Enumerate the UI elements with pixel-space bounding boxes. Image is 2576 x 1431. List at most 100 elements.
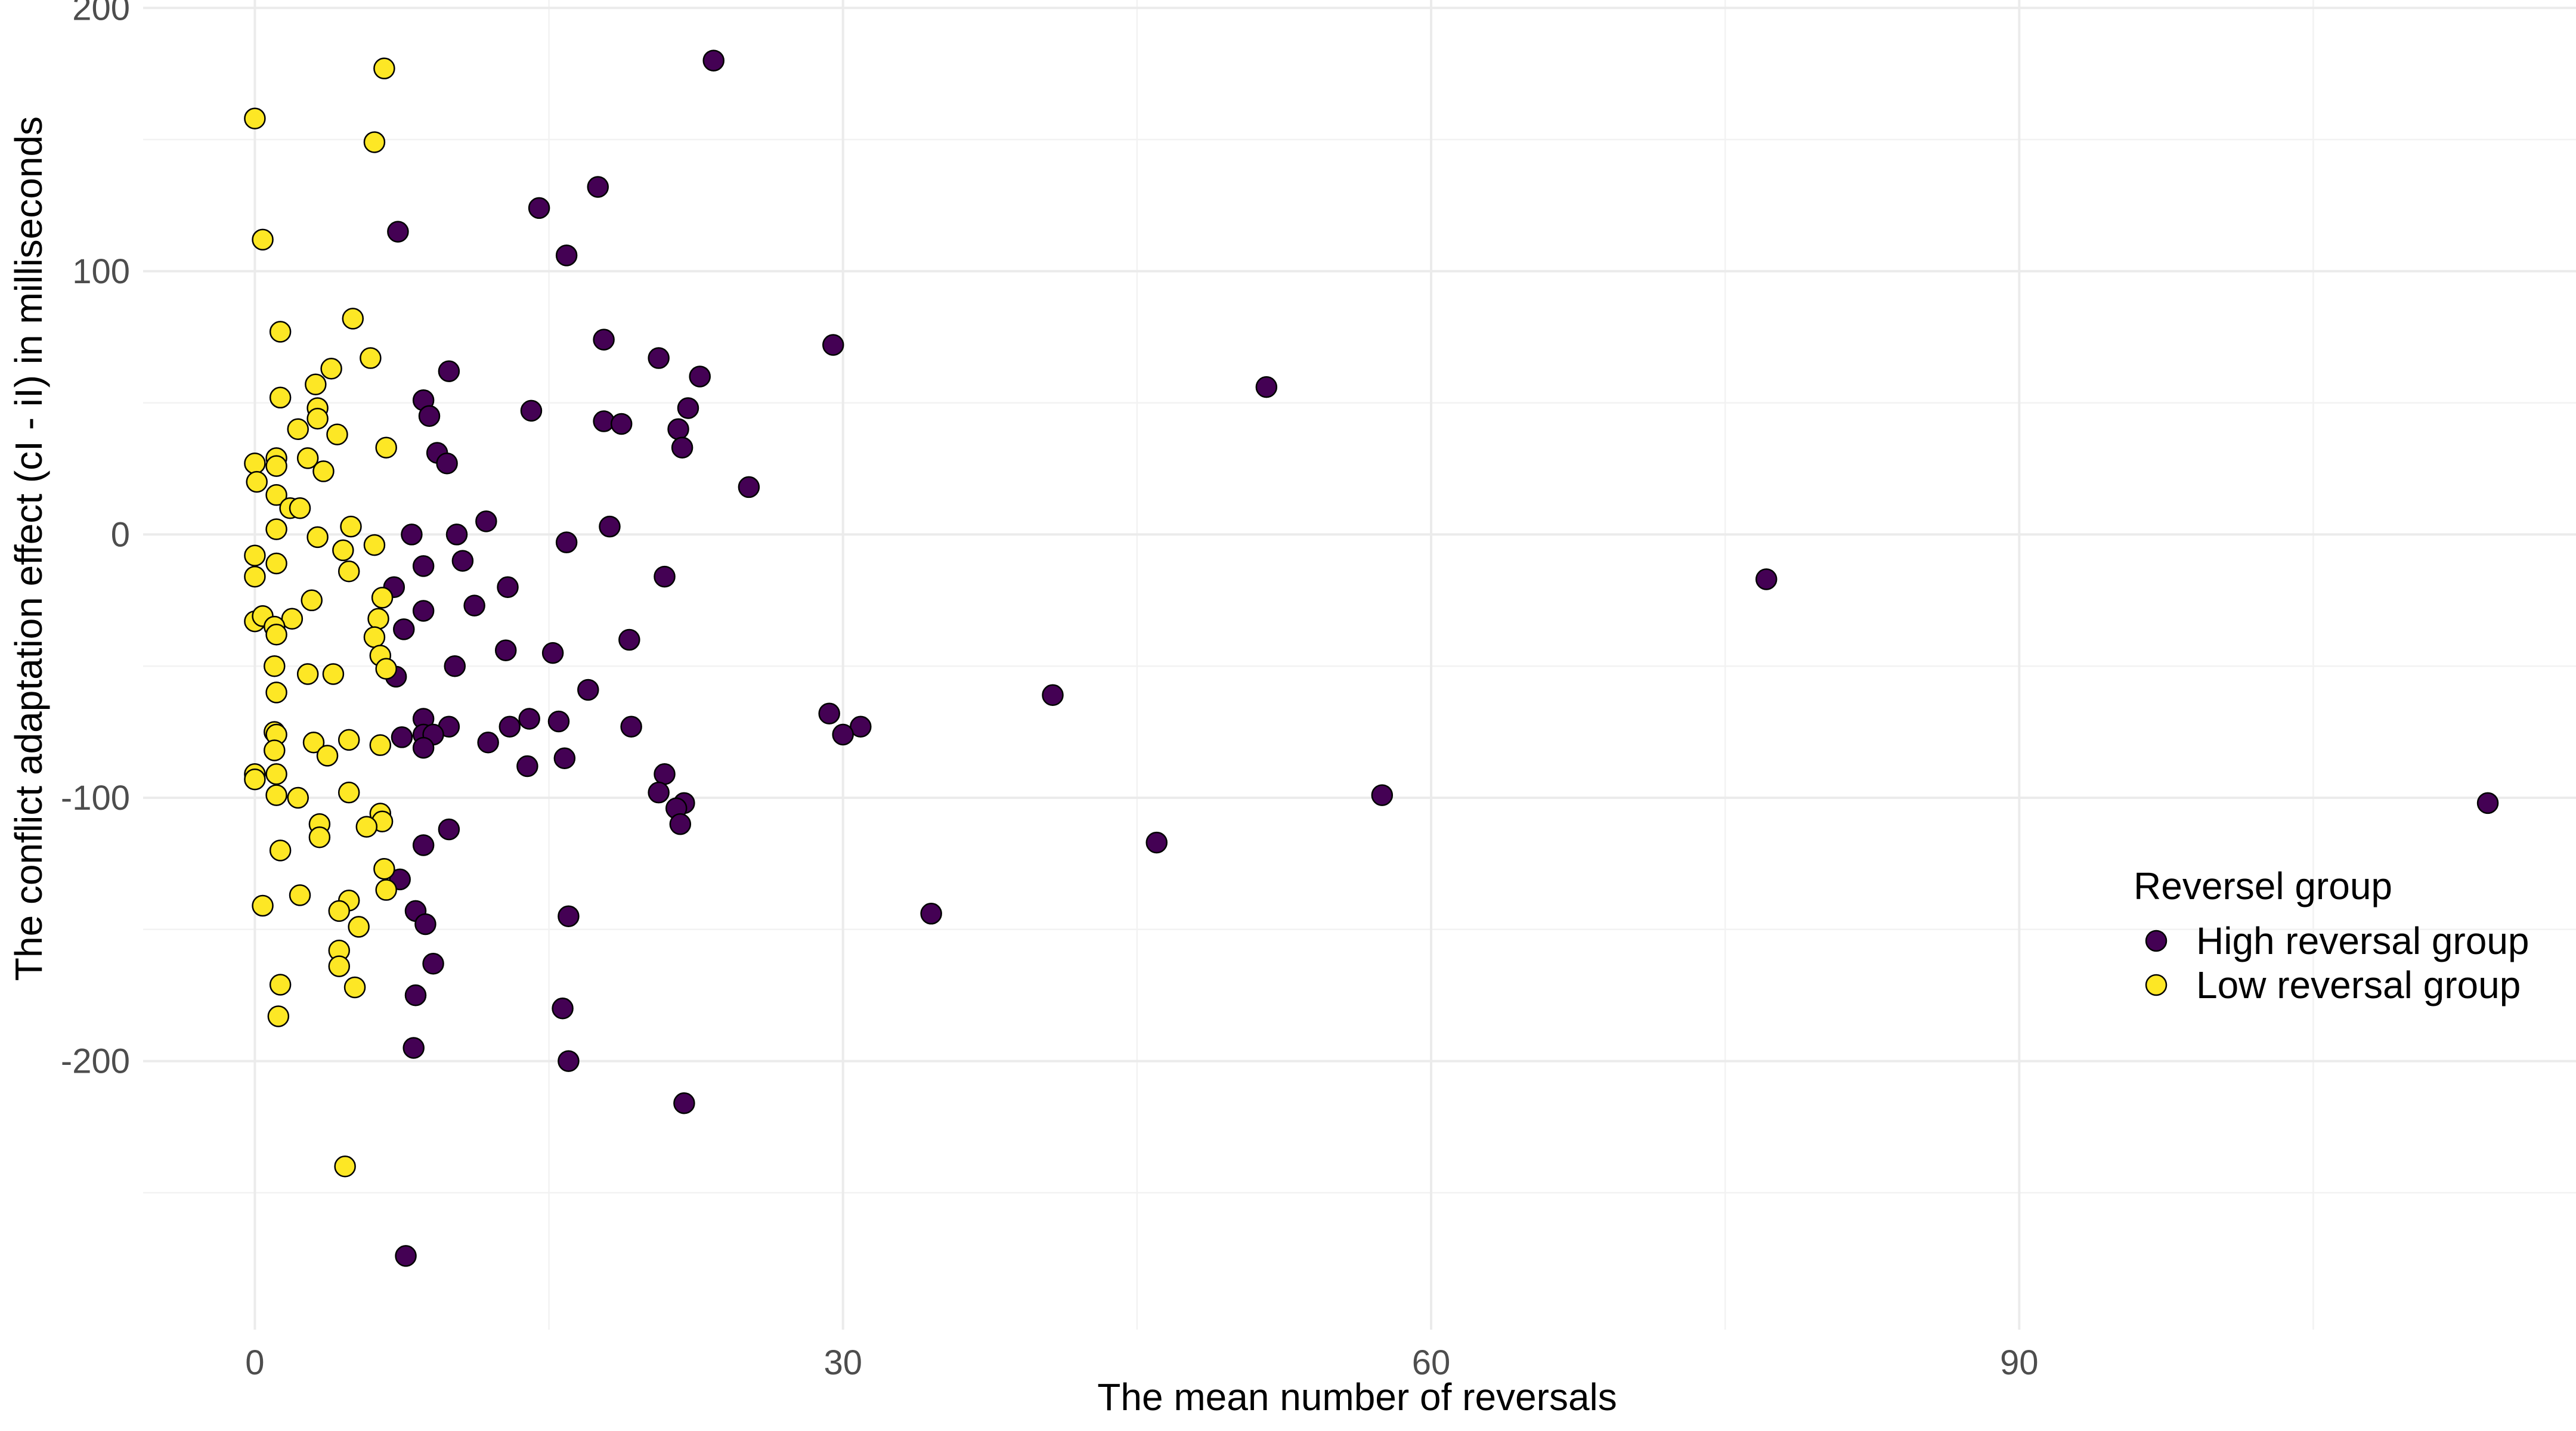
- data-point: [671, 436, 693, 459]
- legend-label-low-reversal: Low reversal group: [2196, 964, 2521, 1006]
- data-point: [334, 1155, 356, 1178]
- data-point: [673, 1092, 695, 1114]
- data-point: [302, 732, 325, 754]
- series-low-reversal: [244, 57, 397, 1178]
- data-point: [316, 745, 339, 767]
- data-point: [412, 834, 435, 856]
- data-point: [387, 221, 409, 243]
- data-point: [244, 107, 266, 129]
- data-point: [516, 755, 538, 778]
- data-point: [1371, 784, 1394, 806]
- data-point: [832, 723, 854, 746]
- data-point: [438, 360, 460, 382]
- data-point: [610, 413, 633, 435]
- data-point: [305, 373, 327, 395]
- data-point: [306, 526, 329, 549]
- grid: [143, 0, 2576, 1330]
- data-point: [363, 534, 386, 556]
- data-point: [518, 708, 540, 730]
- data-point: [1755, 568, 1778, 590]
- data-point: [287, 418, 309, 441]
- data-point: [252, 228, 274, 251]
- data-point: [265, 552, 287, 575]
- data-point: [555, 244, 578, 267]
- data-point: [395, 1245, 417, 1267]
- y-tick-label: -100: [61, 779, 130, 817]
- data-point: [363, 131, 386, 153]
- data-point: [369, 734, 392, 756]
- data-point: [265, 682, 287, 704]
- data-point: [269, 321, 292, 343]
- data-point: [494, 639, 517, 661]
- data-point: [338, 560, 360, 583]
- data-point: [332, 539, 354, 562]
- data-point: [412, 555, 435, 577]
- y-axis-title: The conflict adaptation effect (cI - iI)…: [7, 116, 50, 981]
- data-point: [558, 905, 580, 927]
- data-point: [355, 816, 378, 838]
- x-axis-title: The mean number of reversals: [1097, 1376, 1617, 1418]
- data-point: [414, 913, 436, 936]
- data-point: [558, 1050, 580, 1072]
- data-point: [348, 916, 370, 938]
- data-point: [499, 715, 521, 738]
- data-point: [555, 531, 578, 553]
- data-point: [850, 715, 872, 738]
- data-point: [287, 786, 309, 809]
- y-tick-label: 200: [72, 0, 130, 27]
- data-point: [497, 576, 519, 598]
- data-point: [436, 452, 458, 475]
- data-point: [342, 308, 364, 330]
- data-point: [393, 618, 415, 640]
- data-point: [338, 729, 360, 751]
- data-point: [618, 628, 640, 651]
- data-point: [296, 663, 319, 685]
- data-point: [264, 655, 286, 677]
- data-point: [822, 334, 844, 356]
- legend-label-high-reversal: High reversal group: [2196, 919, 2529, 962]
- data-point: [373, 857, 395, 880]
- data-point: [281, 608, 304, 630]
- x-tick-label: 0: [245, 1343, 264, 1382]
- data-point: [547, 710, 570, 733]
- data-point: [1145, 831, 1168, 854]
- data-point: [375, 436, 397, 459]
- data-point: [244, 452, 266, 475]
- data-point: [702, 49, 724, 72]
- data-point: [669, 813, 692, 835]
- legend: Reversel group High reversal group Low r…: [2134, 865, 2529, 1006]
- data-point: [343, 976, 366, 999]
- data-point: [451, 550, 474, 572]
- data-point: [444, 655, 466, 677]
- data-point: [654, 763, 676, 785]
- x-tick-label: 60: [1412, 1343, 1451, 1382]
- data-point: [363, 626, 386, 648]
- data-point: [373, 57, 395, 80]
- data-point: [328, 955, 351, 977]
- data-point: [308, 826, 331, 848]
- data-point: [269, 840, 292, 862]
- data-point: [477, 732, 499, 754]
- data-point: [328, 900, 351, 922]
- data-point: [620, 715, 642, 738]
- y-tick-label: -200: [61, 1042, 130, 1081]
- data-point: [252, 894, 274, 917]
- data-point: [677, 397, 699, 419]
- data-point: [818, 702, 840, 724]
- x-tick-label: 30: [823, 1343, 862, 1382]
- data-point: [244, 544, 266, 566]
- data-point: [422, 952, 444, 975]
- data-point: [1255, 376, 1278, 398]
- data-point: [689, 366, 711, 388]
- data-point: [312, 460, 335, 482]
- y-tick-label: 0: [111, 515, 130, 554]
- data-point: [289, 884, 311, 906]
- data-point: [738, 476, 760, 498]
- data-point: [265, 518, 287, 540]
- data-point: [438, 818, 460, 841]
- data-point: [541, 642, 564, 664]
- data-point: [289, 497, 311, 519]
- data-point: [265, 484, 287, 506]
- data-point: [418, 405, 441, 427]
